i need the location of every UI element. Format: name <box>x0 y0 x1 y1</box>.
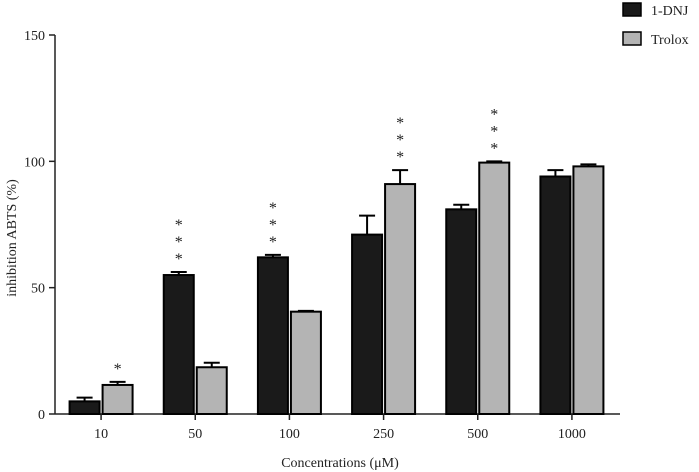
bar-1-dnj-50 <box>164 275 194 414</box>
bar-trolox-1000 <box>573 166 603 414</box>
y-tick-label: 150 <box>24 29 45 44</box>
bar-1-dnj-100 <box>258 257 288 414</box>
x-tick-label: 250 <box>373 427 394 442</box>
x-axis-title: Concentrations (μM) <box>281 456 399 471</box>
significance-star: * <box>175 234 183 251</box>
bar-trolox-100 <box>291 312 321 414</box>
y-tick-label: 50 <box>31 282 45 297</box>
y-tick-label: 0 <box>38 408 45 423</box>
bar-trolox-250 <box>385 184 415 414</box>
legend-swatch-trolox <box>623 32 641 45</box>
bar-1-dnj-1000 <box>540 176 570 414</box>
bar-1-dnj-500 <box>446 209 476 414</box>
x-tick-label: 1000 <box>558 427 586 442</box>
bar-trolox-10 <box>103 385 133 414</box>
significance-star: * <box>269 200 277 217</box>
y-axis-title: inhibition ABTS (%) <box>5 179 20 297</box>
x-tick-label: 50 <box>188 427 202 442</box>
significance-star: * <box>396 132 404 149</box>
legend: 1-DNJ Trolox <box>623 3 689 48</box>
y-tick-label: 100 <box>24 155 45 170</box>
bar-trolox-50 <box>197 367 227 414</box>
legend-label-1-dnj: 1-DNJ <box>651 4 689 19</box>
significance-star: * <box>396 149 404 166</box>
legend-label-trolox: Trolox <box>651 33 689 48</box>
bar-1-dnj-250 <box>352 235 382 414</box>
significance-star: * <box>114 361 122 378</box>
legend-swatch-1-dnj <box>623 3 641 16</box>
significance-star: * <box>490 140 498 157</box>
significance-star: * <box>396 115 404 132</box>
significance-star: * <box>175 217 183 234</box>
significance-star: * <box>269 234 277 251</box>
axes <box>55 35 620 414</box>
x-tick-label: 100 <box>279 427 300 442</box>
bar-1-dnj-10 <box>70 401 100 414</box>
significance-star: * <box>269 217 277 234</box>
x-tick-label: 10 <box>94 427 108 442</box>
bar-trolox-500 <box>479 163 509 414</box>
significance-star: * <box>175 251 183 268</box>
significance-star: * <box>490 123 498 140</box>
x-tick-label: 500 <box>467 427 488 442</box>
bars-group: ************* <box>70 106 604 414</box>
significance-star: * <box>490 106 498 123</box>
